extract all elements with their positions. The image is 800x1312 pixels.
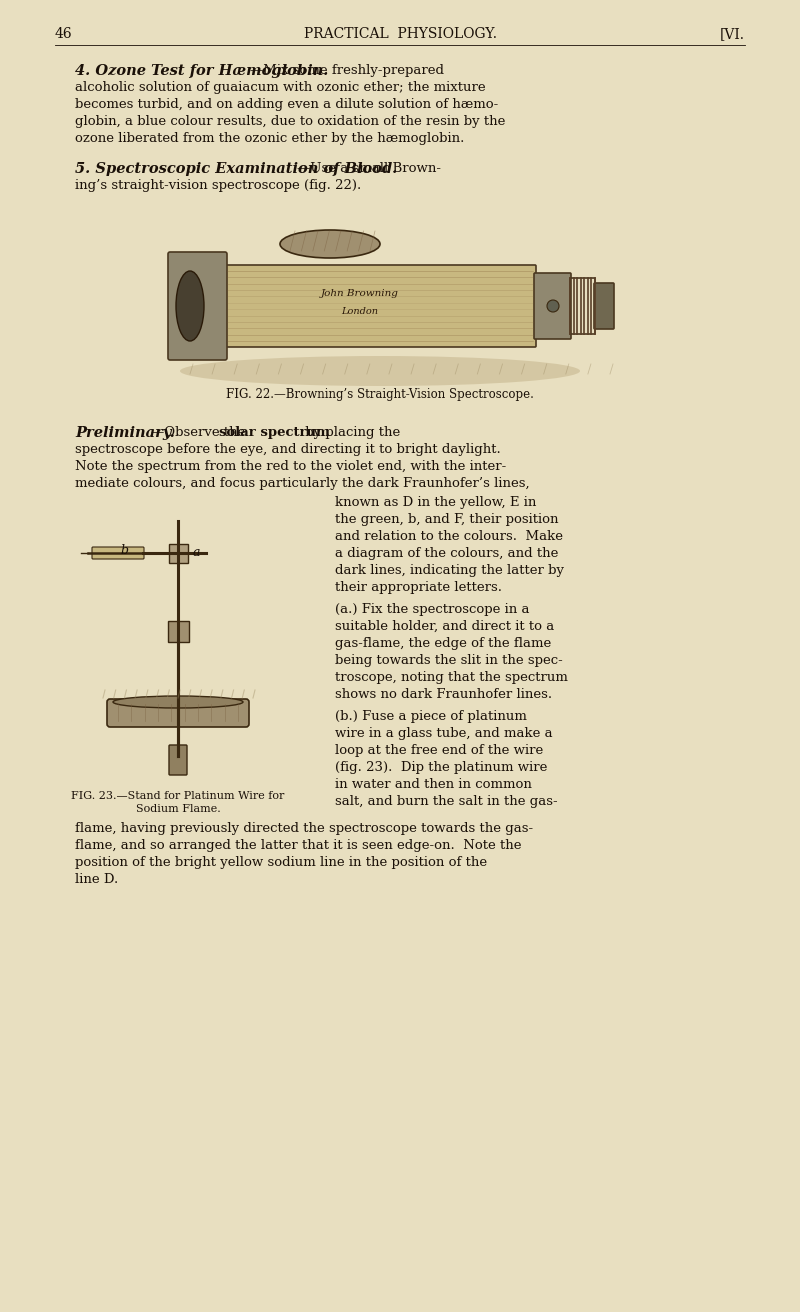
FancyBboxPatch shape bbox=[224, 265, 536, 346]
Text: —Use a small Brown-: —Use a small Brown- bbox=[298, 161, 442, 174]
FancyBboxPatch shape bbox=[92, 547, 144, 559]
Circle shape bbox=[547, 300, 559, 312]
Text: (a.) Fix the spectroscope in a: (a.) Fix the spectroscope in a bbox=[335, 604, 530, 617]
Text: (fig. 23).  Dip the platinum wire: (fig. 23). Dip the platinum wire bbox=[335, 761, 547, 774]
Text: troscope, noting that the spectrum: troscope, noting that the spectrum bbox=[335, 670, 568, 684]
Ellipse shape bbox=[176, 272, 204, 341]
Text: dark lines, indicating the latter by: dark lines, indicating the latter by bbox=[335, 564, 564, 577]
Text: becomes turbid, and on adding even a dilute solution of hæmo-: becomes turbid, and on adding even a dil… bbox=[75, 98, 498, 112]
Text: FIG. 22.—Browning’s Straight-Vision Spectroscope.: FIG. 22.—Browning’s Straight-Vision Spec… bbox=[226, 388, 534, 401]
Ellipse shape bbox=[113, 695, 243, 708]
FancyBboxPatch shape bbox=[534, 273, 571, 338]
Text: flame, and so arranged the latter that it is seen edge-on.  Note the: flame, and so arranged the latter that i… bbox=[75, 838, 522, 851]
Text: b: b bbox=[120, 543, 128, 556]
Text: (b.) Fuse a piece of platinum: (b.) Fuse a piece of platinum bbox=[335, 710, 527, 723]
Text: London: London bbox=[342, 307, 378, 315]
Text: flame, having previously directed the spectroscope towards the gas-: flame, having previously directed the sp… bbox=[75, 823, 533, 834]
FancyBboxPatch shape bbox=[167, 621, 189, 642]
Text: ozone liberated from the ozonic ether by the hæmoglobin.: ozone liberated from the ozonic ether by… bbox=[75, 133, 464, 146]
Text: FIG. 23.—Stand for Platinum Wire for: FIG. 23.—Stand for Platinum Wire for bbox=[71, 791, 285, 802]
Text: John Browning: John Browning bbox=[321, 290, 399, 299]
Text: globin, a blue colour results, due to oxidation of the resin by the: globin, a blue colour results, due to ox… bbox=[75, 115, 506, 129]
Text: shows no dark Fraunhofer lines.: shows no dark Fraunhofer lines. bbox=[335, 687, 552, 701]
FancyBboxPatch shape bbox=[168, 252, 227, 359]
FancyBboxPatch shape bbox=[594, 283, 614, 329]
Ellipse shape bbox=[180, 356, 580, 386]
FancyBboxPatch shape bbox=[169, 745, 187, 775]
Text: being towards the slit in the spec-: being towards the slit in the spec- bbox=[335, 653, 562, 666]
Text: [VI.: [VI. bbox=[720, 28, 745, 41]
Text: by placing the: by placing the bbox=[302, 426, 401, 440]
Text: salt, and burn the salt in the gas-: salt, and burn the salt in the gas- bbox=[335, 795, 558, 808]
Text: solar spectrum: solar spectrum bbox=[219, 426, 330, 440]
Text: and relation to the colours.  Make: and relation to the colours. Make bbox=[335, 530, 563, 543]
Text: 5. Spectroscopic Examination of Blood.: 5. Spectroscopic Examination of Blood. bbox=[75, 161, 398, 176]
Text: spectroscope before the eye, and directing it to bright daylight.: spectroscope before the eye, and directi… bbox=[75, 443, 501, 457]
Text: Note the spectrum from the red to the violet end, with the inter-: Note the spectrum from the red to the vi… bbox=[75, 461, 506, 474]
Text: Preliminary.: Preliminary. bbox=[75, 426, 175, 440]
Text: the green, b, and F, their position: the green, b, and F, their position bbox=[335, 513, 558, 526]
Text: line D.: line D. bbox=[75, 872, 118, 886]
Text: loop at the free end of the wire: loop at the free end of the wire bbox=[335, 744, 543, 757]
Text: 4. Ozone Test for Hæmoglobin.: 4. Ozone Test for Hæmoglobin. bbox=[75, 64, 328, 77]
Text: suitable holder, and direct it to a: suitable holder, and direct it to a bbox=[335, 621, 554, 632]
Text: mediate colours, and focus particularly the dark Fraunhofer’s lines,: mediate colours, and focus particularly … bbox=[75, 478, 530, 489]
Ellipse shape bbox=[280, 230, 380, 258]
Text: —Mix some freshly-prepared: —Mix some freshly-prepared bbox=[250, 64, 445, 77]
FancyBboxPatch shape bbox=[107, 699, 249, 727]
Text: alcoholic solution of guaiacum with ozonic ether; the mixture: alcoholic solution of guaiacum with ozon… bbox=[75, 81, 486, 94]
Text: wire in a glass tube, and make a: wire in a glass tube, and make a bbox=[335, 727, 553, 740]
Text: ing’s straight-vision spectroscope (fig. 22).: ing’s straight-vision spectroscope (fig.… bbox=[75, 178, 362, 192]
Text: —Observe the: —Observe the bbox=[150, 426, 250, 440]
Text: position of the bright yellow sodium line in the position of the: position of the bright yellow sodium lin… bbox=[75, 855, 487, 869]
Text: 46: 46 bbox=[55, 28, 73, 41]
Text: a diagram of the colours, and the: a diagram of the colours, and the bbox=[335, 547, 558, 560]
Text: Sodium Flame.: Sodium Flame. bbox=[136, 804, 220, 813]
Text: their appropriate letters.: their appropriate letters. bbox=[335, 581, 502, 594]
Text: PRACTICAL  PHYSIOLOGY.: PRACTICAL PHYSIOLOGY. bbox=[303, 28, 497, 41]
Text: gas-flame, the edge of the flame: gas-flame, the edge of the flame bbox=[335, 638, 551, 649]
Text: a: a bbox=[193, 547, 201, 559]
Text: in water and then in common: in water and then in common bbox=[335, 778, 532, 791]
Text: known as D in the yellow, E in: known as D in the yellow, E in bbox=[335, 496, 536, 509]
FancyBboxPatch shape bbox=[169, 543, 187, 563]
